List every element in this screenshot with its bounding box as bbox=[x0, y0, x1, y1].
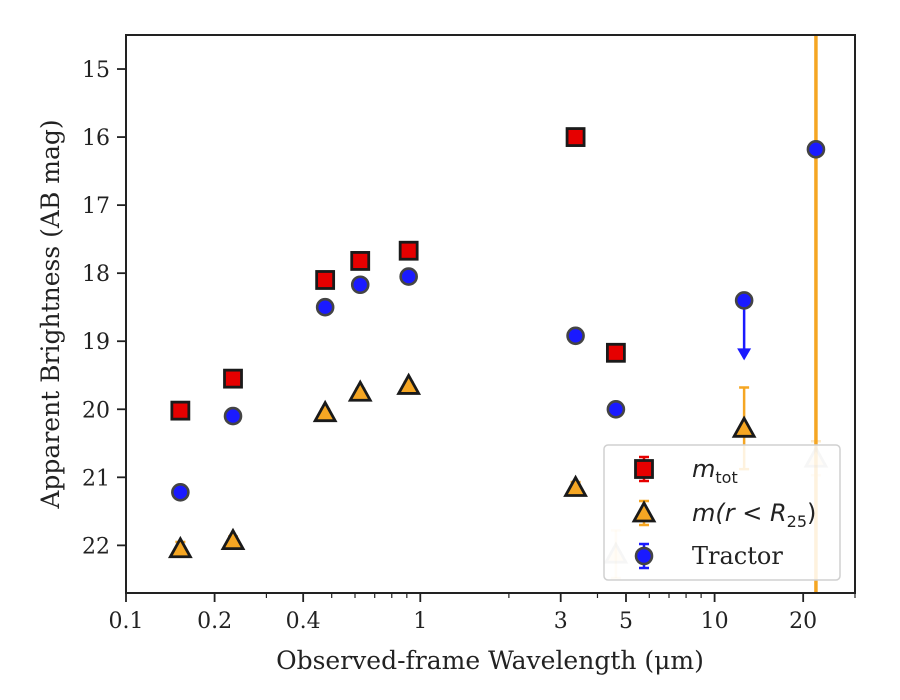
tractor-point bbox=[734, 291, 754, 310]
x-tick-label: 0.4 bbox=[286, 609, 321, 634]
y-tick-label: 22 bbox=[82, 534, 110, 559]
tractor-point bbox=[399, 267, 418, 286]
plot-frame bbox=[125, 34, 856, 594]
y-tick-label: 16 bbox=[82, 126, 110, 151]
mtot-point bbox=[565, 127, 586, 147]
y-tick-label: 18 bbox=[82, 262, 110, 287]
mtot-point bbox=[170, 400, 191, 421]
legend-marker-mr25 bbox=[631, 500, 657, 523]
legend-entry-tractor: Tractor bbox=[634, 542, 783, 570]
legend-label-mr25: m(r < R25) bbox=[692, 499, 816, 531]
mr25-point bbox=[563, 474, 588, 497]
tractor-point bbox=[223, 406, 243, 426]
mtot-point bbox=[223, 368, 243, 389]
y-tick-label: 19 bbox=[82, 330, 110, 355]
y-tick-label: 21 bbox=[82, 466, 110, 491]
chart-legend: mtot m(r < R25) Tractor bbox=[603, 444, 841, 581]
tractor-point bbox=[566, 326, 585, 346]
series-tractor bbox=[171, 140, 826, 502]
mr25-point bbox=[167, 535, 193, 559]
mtot-point bbox=[398, 240, 419, 261]
y-tick-label: 17 bbox=[82, 194, 110, 219]
x-tick-label: 0.1 bbox=[109, 609, 144, 634]
chart-axes: 0.1 0.2 0.4 1 3 5 10 20 15 16 17 18 19 20 21 22 bbox=[82, 34, 856, 634]
mtot-point bbox=[315, 270, 336, 290]
tractor-point bbox=[315, 297, 335, 317]
mr25-point bbox=[396, 372, 422, 395]
x-tick-label: 3 bbox=[554, 609, 568, 634]
y-tick-label: 20 bbox=[82, 398, 110, 423]
legend-entry-mtot: mtot bbox=[634, 455, 738, 487]
mtot-point bbox=[350, 251, 371, 271]
x-tick-label: 5 bbox=[619, 609, 633, 634]
tractor-point bbox=[606, 399, 626, 419]
legend-marker-mtot bbox=[634, 459, 654, 479]
tractor-upper-limit-arrowhead bbox=[737, 348, 752, 361]
mr25-point bbox=[731, 415, 757, 438]
legend-marker-tractor bbox=[634, 546, 654, 566]
series-mtot bbox=[170, 127, 626, 421]
mr25-point bbox=[220, 527, 246, 551]
legend-label-tractor: Tractor bbox=[692, 542, 783, 570]
x-tick-label: 10 bbox=[701, 609, 729, 634]
x-tick-label: 0.2 bbox=[197, 609, 232, 634]
y-axis-label: Apparent Brightness (AB mag) bbox=[36, 119, 65, 509]
x-tick-label: 1 bbox=[413, 609, 427, 634]
x-axis-label: Observed-frame Wavelength (μm) bbox=[276, 646, 704, 675]
legend-box bbox=[603, 444, 841, 581]
tractor-point bbox=[806, 140, 826, 159]
tractor-point bbox=[350, 275, 370, 295]
mtot-point bbox=[605, 342, 626, 363]
mr25-point bbox=[347, 379, 373, 402]
y-tick-label: 15 bbox=[82, 58, 110, 83]
legend-entry-mr25: m(r < R25) bbox=[631, 499, 816, 531]
legend-label-mtot: mtot bbox=[692, 455, 738, 487]
x-tick-label: 20 bbox=[789, 609, 817, 634]
mr25-point bbox=[312, 399, 338, 423]
chart-marks bbox=[167, 127, 829, 580]
tractor-point bbox=[171, 482, 190, 502]
